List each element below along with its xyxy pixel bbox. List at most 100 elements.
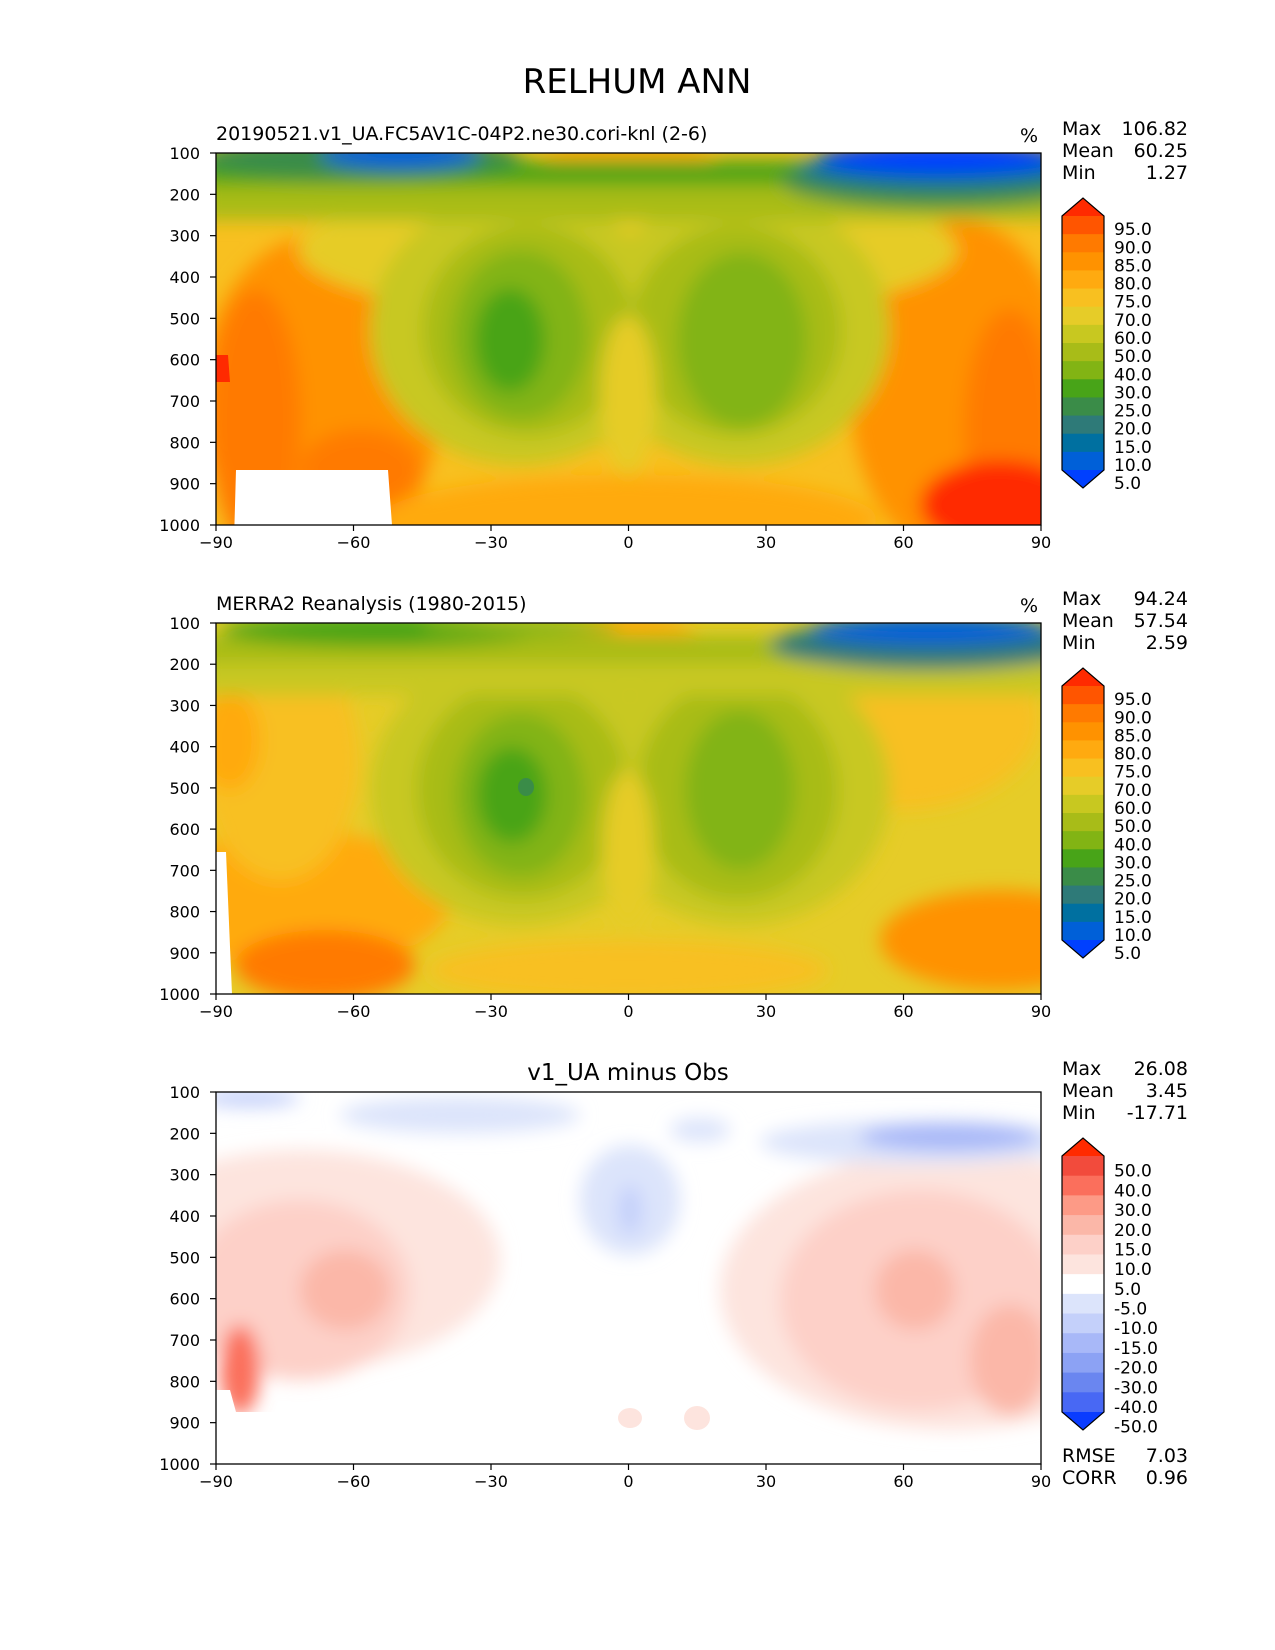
x-tick-label: −30: [474, 533, 508, 552]
colorbar-swatch: [1062, 451, 1104, 471]
colorbar-label: 20.0: [1114, 420, 1152, 440]
colorbar-label: -20.0: [1114, 1359, 1158, 1379]
y-tick-label: 1000: [159, 516, 200, 535]
y-tick-label: 100: [169, 1083, 200, 1102]
colorbar-label: 40.0: [1114, 835, 1152, 855]
colorbar-extend-max: [1062, 198, 1104, 216]
stat-label: Mean: [1062, 1080, 1114, 1102]
metric-label: RMSE: [1062, 1445, 1116, 1467]
stat-value: 2.59: [1146, 632, 1188, 654]
panel-model: 20190521.v1_UA.FC5AV1C-04P2.ne30.cori-kn…: [159, 118, 1188, 552]
x-tick-label: 30: [756, 1472, 776, 1491]
metric-value: 0.96: [1146, 1467, 1188, 1489]
contour-field: [216, 623, 1041, 994]
colorbar-label: 10.0: [1114, 926, 1152, 946]
x-tick-label: 60: [893, 533, 913, 552]
colorbar-label: -10.0: [1114, 1319, 1158, 1339]
x-tick-label: −30: [474, 1472, 508, 1491]
colorbar-swatch: [1062, 1195, 1104, 1216]
y-tick-label: 500: [169, 1248, 200, 1267]
colorbar-label: 15.0: [1114, 438, 1152, 458]
colorbar-swatch: [1062, 1175, 1104, 1196]
colorbar-label: 20.0: [1114, 1221, 1152, 1241]
y-tick-label: 400: [169, 1207, 200, 1226]
colorbar-swatch: [1062, 361, 1104, 380]
colorbar-label: 15.0: [1114, 1240, 1152, 1260]
colorbar-swatch: [1062, 1156, 1104, 1177]
x-tick-label: 30: [756, 533, 776, 552]
stat-label: Min: [1062, 632, 1096, 654]
y-tick-label: 400: [169, 268, 200, 287]
colorbar-swatch: [1062, 1234, 1104, 1255]
colorbar-swatch: [1062, 1254, 1104, 1275]
colorbar-label: 30.0: [1114, 383, 1152, 403]
colorbar-swatch: [1062, 1333, 1104, 1354]
colorbar-swatch: [1062, 722, 1104, 741]
colorbar-label: -30.0: [1114, 1378, 1158, 1398]
colorbar-swatch: [1062, 216, 1104, 235]
x-tick-label: 90: [1031, 533, 1051, 552]
contour-field: [216, 1092, 1041, 1464]
colorbar-label: 85.0: [1114, 256, 1152, 276]
y-tick-label: 700: [169, 861, 200, 880]
stat-value: 57.54: [1134, 610, 1188, 632]
colorbar-label: 75.0: [1114, 763, 1152, 783]
colorbar-label: 5.0: [1114, 474, 1141, 494]
colorbar-swatch: [1062, 343, 1104, 362]
y-tick-label: 100: [169, 614, 200, 633]
stat-value: 3.45: [1146, 1080, 1188, 1102]
colorbar-swatch: [1062, 686, 1104, 705]
colorbar-label: 85.0: [1114, 726, 1152, 746]
y-tick-label: 300: [169, 1166, 200, 1185]
colorbar-swatch: [1062, 306, 1104, 326]
x-tick-label: −60: [337, 1002, 371, 1021]
colorbar-label: -50.0: [1114, 1418, 1158, 1438]
x-tick-label: 0: [623, 1002, 633, 1021]
stat-value: -17.71: [1127, 1102, 1188, 1124]
y-tick-label: 600: [169, 820, 200, 839]
colorbar-swatch: [1062, 1392, 1104, 1413]
colorbar-label: 70.0: [1114, 311, 1152, 331]
metric-value: 7.03: [1146, 1445, 1188, 1467]
colorbar-label: 40.0: [1114, 1181, 1152, 1201]
y-tick-label: 200: [169, 655, 200, 674]
colorbar-label: 95.0: [1114, 220, 1152, 240]
x-tick-label: −60: [337, 1472, 371, 1491]
colorbar-swatch: [1062, 867, 1104, 887]
colorbar-label: 80.0: [1114, 275, 1152, 295]
y-tick-label: 300: [169, 696, 200, 715]
colorbar-swatch: [1062, 831, 1104, 850]
colorbar-extend-min: [1062, 1412, 1104, 1430]
colorbar-label: 30.0: [1114, 1201, 1152, 1221]
x-tick-label: −30: [474, 1002, 508, 1021]
metrics-box: RMSE 7.03 CORR 0.96: [1062, 1445, 1188, 1489]
colorbar-label: 5.0: [1114, 1280, 1141, 1300]
colorbar-outline: [1061, 667, 1105, 959]
colorbar-label: 60.0: [1114, 799, 1152, 819]
x-axis: −90 −60 −30 0 30 60 90: [199, 994, 1051, 1021]
colorbar-extend-max: [1062, 668, 1104, 686]
x-tick-label: 0: [623, 1472, 633, 1491]
contour-field: [216, 153, 1041, 525]
units-label: %: [1020, 125, 1038, 147]
x-tick-label: 90: [1031, 1472, 1051, 1491]
colorbar-outline: [1061, 1137, 1105, 1431]
stat-label: Max: [1062, 588, 1101, 610]
colorbar-label: 95.0: [1114, 690, 1152, 710]
panel-title: MERRA2 Reanalysis (1980-2015): [216, 593, 527, 615]
y-tick-label: 1000: [159, 985, 200, 1004]
units-label: %: [1020, 595, 1038, 617]
colorbar-label: -5.0: [1114, 1300, 1147, 1320]
colorbar-label: 90.0: [1114, 238, 1152, 258]
colorbar-swatch: [1062, 433, 1104, 453]
y-tick-label: 900: [169, 1414, 200, 1433]
colorbar-label: 15.0: [1114, 908, 1152, 928]
stat-label: Min: [1062, 1102, 1096, 1124]
y-tick-label: 200: [169, 1124, 200, 1143]
colorbar-swatch: [1062, 921, 1104, 941]
colorbar-label: 50.0: [1114, 347, 1152, 367]
stat-label: Max: [1062, 1058, 1101, 1080]
colorbar-outline: [1061, 197, 1105, 489]
colorbar-label: 50.0: [1114, 817, 1152, 837]
